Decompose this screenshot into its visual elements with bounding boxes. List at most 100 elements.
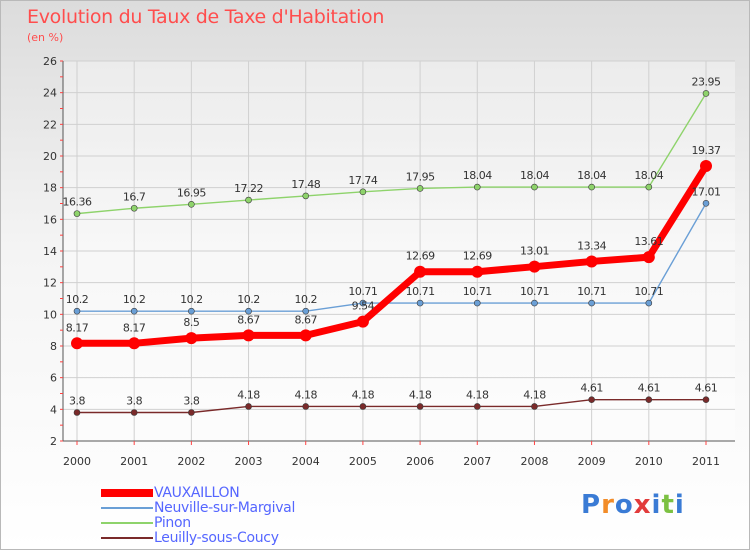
- legend-label: VAUXAILLON: [154, 485, 240, 501]
- x-tick-label: 2004: [292, 455, 320, 468]
- chart-unit-label: (en %): [27, 31, 64, 44]
- x-tick-label: 2008: [520, 455, 548, 468]
- data-label: 3.8: [69, 395, 85, 408]
- data-point: [299, 329, 312, 342]
- data-label: 4.18: [237, 388, 260, 401]
- data-label: 17.01: [692, 185, 721, 198]
- y-tick-label: 16: [43, 213, 57, 226]
- x-tick-label: 2002: [177, 455, 205, 468]
- data-label: 12.69: [406, 250, 435, 263]
- data-label: 18.04: [463, 169, 492, 182]
- data-point: [473, 183, 481, 191]
- data-point: [416, 299, 424, 307]
- data-label: 18.04: [520, 169, 549, 182]
- logo-letter: x: [633, 490, 652, 520]
- y-tick-label: 24: [43, 87, 57, 100]
- x-tick-label: 2009: [578, 455, 606, 468]
- data-point: [245, 403, 252, 410]
- data-label: 4.61: [580, 382, 603, 395]
- data-label: 10.71: [406, 285, 435, 298]
- data-label: 10.2: [237, 293, 260, 306]
- data-point: [245, 196, 252, 204]
- x-tick-label: 2006: [406, 455, 434, 468]
- data-label: 16.7: [123, 190, 146, 203]
- data-point: [73, 307, 81, 315]
- data-point: [702, 396, 710, 403]
- data-label: 8.67: [237, 313, 260, 326]
- data-point: [588, 299, 595, 307]
- data-label: 17.48: [291, 178, 320, 191]
- y-tick-label: 4: [50, 403, 57, 416]
- data-label: 8.5: [183, 316, 199, 329]
- x-tick-label: 2011: [692, 455, 720, 468]
- data-point: [302, 307, 310, 315]
- data-point: [528, 260, 541, 273]
- data-point: [188, 307, 195, 315]
- y-tick-label: 20: [43, 150, 57, 163]
- y-tick-label: 6: [50, 372, 57, 385]
- y-tick-label: 2: [50, 435, 57, 448]
- legend-item: Pinon: [101, 515, 191, 531]
- data-point: [531, 299, 538, 307]
- legend-label: Neuville-sur-Margival: [154, 500, 296, 516]
- data-label: 4.61: [638, 382, 661, 395]
- y-tick-label: 26: [43, 55, 57, 68]
- data-point: [473, 403, 481, 410]
- data-label: 10.2: [294, 293, 317, 306]
- data-point: [645, 299, 653, 307]
- y-tick-label: 10: [43, 308, 57, 321]
- data-label: 8.17: [66, 321, 89, 334]
- x-tick-label: 2005: [349, 455, 377, 468]
- data-label: 4.18: [409, 388, 432, 401]
- logo-letter: P: [581, 490, 602, 520]
- legend-label: Leuilly-sous-Coucy: [154, 530, 279, 546]
- y-tick-label: 8: [50, 340, 57, 353]
- data-point: [188, 200, 195, 208]
- y-tick-label: 14: [43, 245, 57, 258]
- data-label: 10.71: [348, 285, 377, 298]
- data-label: 19.37: [692, 144, 721, 157]
- data-label: 18.04: [634, 169, 663, 182]
- data-point: [531, 183, 538, 191]
- y-tick-label: 18: [43, 182, 57, 195]
- data-point: [302, 192, 310, 200]
- data-label: 10.71: [463, 285, 492, 298]
- x-tick-label: 2010: [635, 455, 663, 468]
- data-point: [531, 403, 538, 410]
- data-label: 4.61: [695, 382, 718, 395]
- y-tick-label: 22: [43, 118, 57, 131]
- data-label: 10.71: [634, 285, 663, 298]
- x-tick-label: 2001: [120, 455, 148, 468]
- logo-letter: r: [601, 490, 615, 520]
- data-label: 8.67: [294, 313, 317, 326]
- data-label: 16.95: [177, 186, 206, 199]
- data-point: [702, 90, 710, 97]
- x-tick-label: 2003: [235, 455, 263, 468]
- legend-swatch: [101, 522, 153, 524]
- data-point: [130, 409, 138, 416]
- legend-item: Leuilly-sous-Coucy: [101, 530, 279, 546]
- data-point: [73, 210, 81, 217]
- data-point: [130, 204, 138, 212]
- data-label: 10.71: [520, 285, 549, 298]
- logo-letter: i: [674, 490, 685, 520]
- data-point: [188, 409, 195, 416]
- data-label: 12.69: [463, 250, 492, 263]
- y-tick-label: 12: [43, 277, 57, 290]
- data-point: [642, 251, 655, 264]
- series-line: [77, 202, 707, 312]
- data-label: 10.2: [66, 293, 89, 306]
- data-label: 17.95: [406, 170, 435, 183]
- data-point: [473, 299, 481, 307]
- data-label: 10.2: [180, 293, 203, 306]
- data-point: [73, 409, 81, 416]
- data-point: [645, 396, 653, 403]
- data-label: 4.18: [352, 388, 375, 401]
- data-label: 17.22: [234, 182, 263, 195]
- proxiti-logo: Proxiti: [581, 490, 685, 520]
- data-point: [700, 159, 712, 172]
- data-point: [588, 183, 595, 191]
- legend-swatch: [101, 537, 153, 539]
